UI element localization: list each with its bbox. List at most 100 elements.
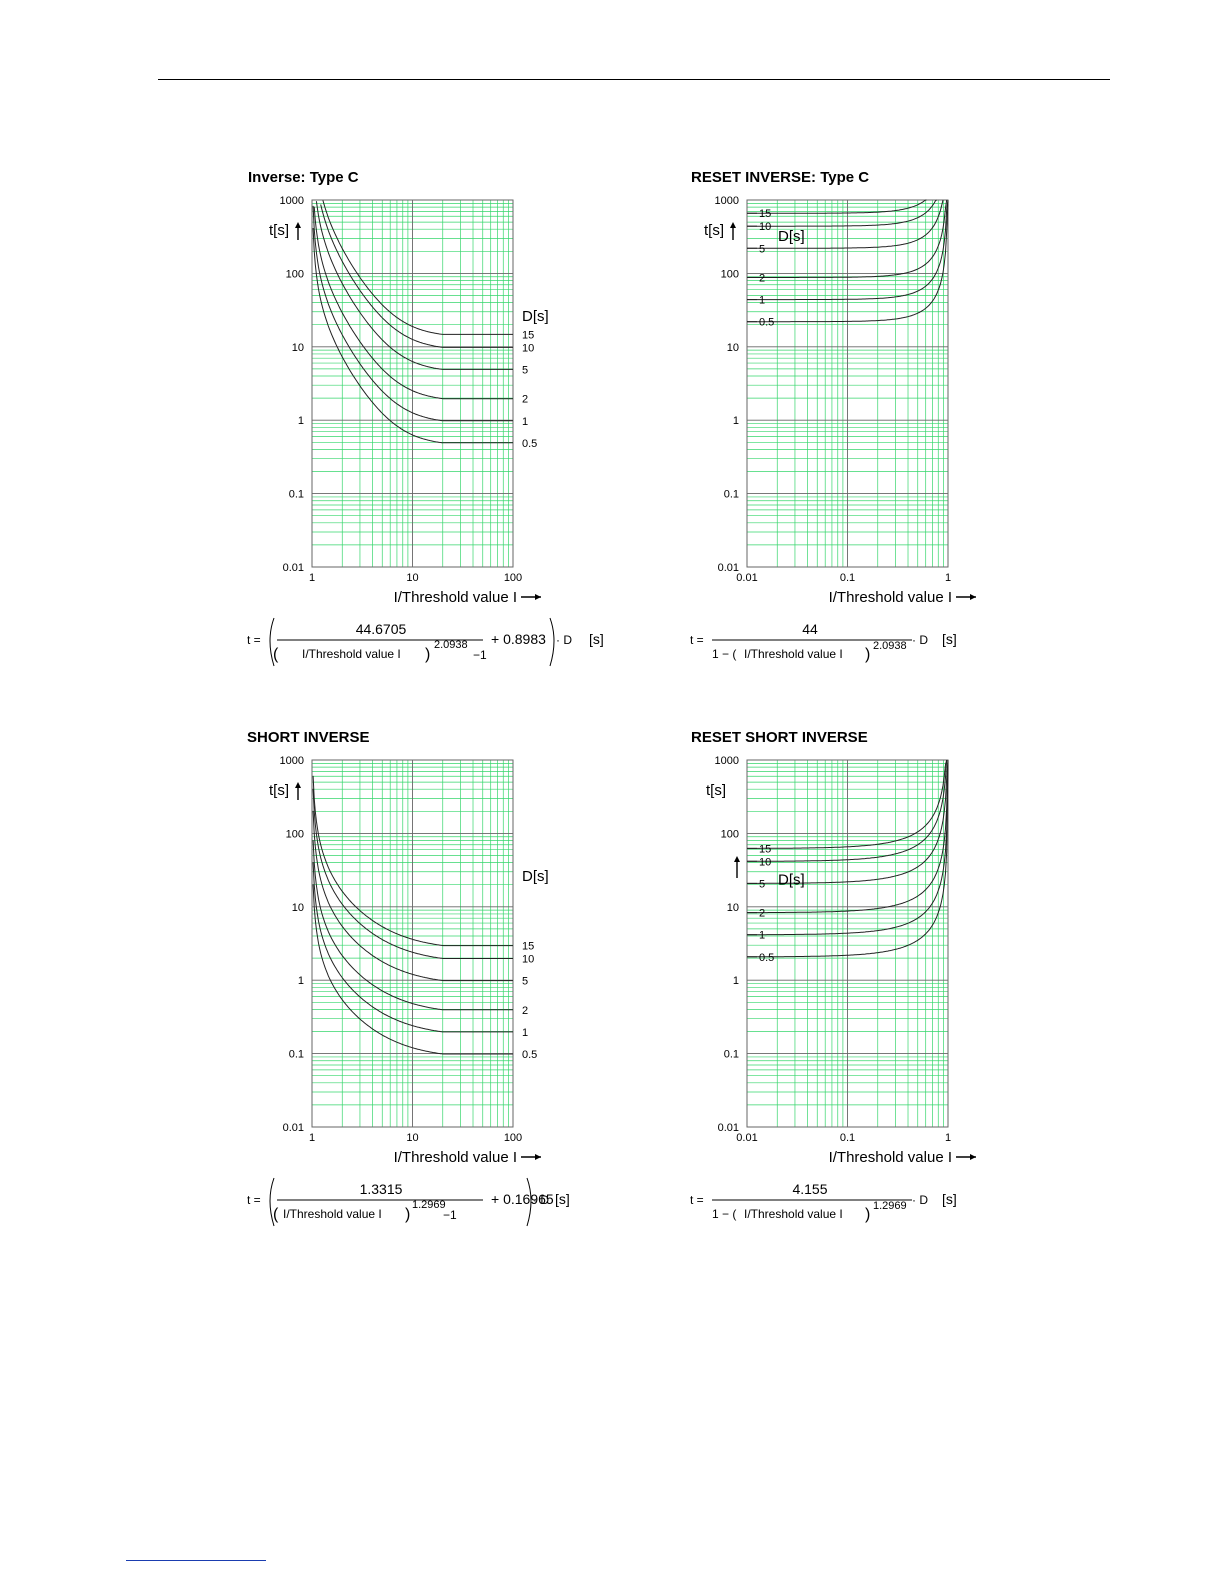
x-tick-label: 1 xyxy=(945,572,951,584)
series-label-D15: 15 xyxy=(522,329,534,341)
d-label: D[s] xyxy=(522,868,549,885)
formula-open: ( xyxy=(273,1206,279,1223)
y-axis-arrowhead xyxy=(295,222,301,228)
series-label-D2: 2 xyxy=(522,394,528,406)
x-axis-arrowhead xyxy=(535,1154,541,1160)
series-label-D10: 10 xyxy=(522,953,534,965)
formula-close: ) xyxy=(405,1206,410,1223)
y-tick-label: 10 xyxy=(292,902,304,914)
plot-frame xyxy=(311,199,514,568)
formula-base: I/Threshold value I xyxy=(302,647,401,661)
series-line-D10 xyxy=(320,204,513,348)
formula: t = 1.3315 (I/Threshold value I)1.2969−1 + … xyxy=(247,1177,570,1227)
formula-dot: · D xyxy=(533,1193,549,1207)
chart-short-inverse: 1000 100 10 1 0.1 0.01 1 10 100 I/Threshold value… xyxy=(247,755,570,1227)
series-label-D5: 5 xyxy=(522,976,528,988)
series-line-D10 xyxy=(312,788,513,959)
x-tick-label: 1 xyxy=(309,572,315,584)
formula-open: ( xyxy=(273,646,279,663)
x-tick-label: 10 xyxy=(406,572,418,584)
x-axis-arrowhead xyxy=(535,594,541,600)
series-label-D10: 10 xyxy=(759,221,771,233)
formula-exponent: 1.2969 xyxy=(873,1200,907,1212)
chart-title: RESET INVERSE: Type C xyxy=(691,169,870,186)
formula-paren-left xyxy=(269,1177,275,1227)
formula-lhs: t = xyxy=(690,1193,704,1207)
formula-dot: · D xyxy=(912,633,928,647)
formula-paren-left xyxy=(269,617,275,667)
formula-one-minus: 1 − ( xyxy=(712,1207,736,1221)
header-rule xyxy=(158,79,1110,80)
x-tick-label: 0.01 xyxy=(736,1132,757,1144)
x-tick-label: 1 xyxy=(309,1132,315,1144)
y-tick-label: 1 xyxy=(298,975,304,987)
y-tick-label: 1000 xyxy=(715,195,739,207)
series-label-D15: 15 xyxy=(759,843,771,855)
series-label-D2: 2 xyxy=(759,272,765,284)
formula-numerator: 44 xyxy=(802,621,818,637)
series-label-D5: 5 xyxy=(759,878,765,890)
y-tick-label: 1 xyxy=(298,415,304,427)
series-line-D2 xyxy=(312,840,513,1011)
formula-base: I/Threshold value I xyxy=(283,1207,382,1221)
y-tick-label: 10 xyxy=(727,902,739,914)
formula-base: I/Threshold value I xyxy=(744,647,843,661)
y-axis-arrowhead xyxy=(730,222,736,228)
formula-plus: + 0.16965 xyxy=(491,1191,554,1207)
series-label-D10: 10 xyxy=(759,856,771,868)
y-tick-label: 0.01 xyxy=(283,562,304,574)
grid xyxy=(311,199,514,568)
formula-paren-right xyxy=(549,617,555,667)
y-tick-label: 1000 xyxy=(715,755,739,767)
chart-reset-inverse-type-c: 1000 100 10 1 0.1 0.010.01 0.1 1 I/Threshold val… xyxy=(690,195,976,663)
y-axis-label: t[s] xyxy=(706,782,726,799)
series-label-D0.5: 0.5 xyxy=(759,317,774,329)
y-axis-label: t[s] xyxy=(269,222,289,239)
formula-lhs: t = xyxy=(690,633,704,647)
y-tick-label: 0.01 xyxy=(718,562,739,574)
formula-unit: [s] xyxy=(942,1191,957,1207)
series-label-D2: 2 xyxy=(522,1005,528,1017)
x-tick-label: 10 xyxy=(406,1132,418,1144)
formula-exponent: 2.0938 xyxy=(434,639,468,651)
series-label-D10: 10 xyxy=(522,342,534,354)
grid xyxy=(746,199,949,568)
formula-minus: −1 xyxy=(473,648,487,662)
series-label-D0.5: 0.5 xyxy=(522,438,537,450)
formula-base: I/Threshold value I xyxy=(744,1207,843,1221)
series-line-D10 xyxy=(747,199,937,227)
series-line-D1 xyxy=(747,759,949,936)
series-label-D1: 1 xyxy=(522,416,528,428)
series-label-D0.5: 0.5 xyxy=(522,1049,537,1061)
x-tick-label: 0.01 xyxy=(736,572,757,584)
formula: t = 44 1 − (I/Threshold value I) 2.0938 · D [… xyxy=(690,621,957,663)
series-label-D2: 2 xyxy=(759,908,765,920)
y-tick-label: 10 xyxy=(292,342,304,354)
series-line-D2 xyxy=(313,206,513,400)
grid xyxy=(746,759,949,1128)
formula-plus: + 0.8983 xyxy=(491,631,546,647)
series-line-D0.5 xyxy=(312,227,513,444)
plot-frame xyxy=(746,199,949,568)
y-axis-arrowhead xyxy=(295,782,301,788)
series-line-D0.5 xyxy=(747,759,949,958)
y-tick-label: 100 xyxy=(286,268,304,280)
y-axis-arrowhead xyxy=(734,856,740,862)
series-line-D1 xyxy=(312,205,513,422)
y-tick-label: 0.1 xyxy=(289,1049,304,1061)
series-line-D5 xyxy=(747,759,949,884)
chart-title: RESET SHORT INVERSE xyxy=(691,729,868,746)
y-tick-label: 1 xyxy=(733,415,739,427)
x-tick-label: 0.1 xyxy=(840,572,855,584)
formula-dot: · D xyxy=(556,633,572,647)
y-tick-label: 100 xyxy=(286,828,304,840)
series-label-D5: 5 xyxy=(759,243,765,255)
formula: t = 4.155 1 − (I/Threshold value I) 1.2969 ·… xyxy=(690,1181,957,1223)
d-label: D[s] xyxy=(778,228,805,245)
y-tick-label: 0.1 xyxy=(724,1049,739,1061)
formula-lhs: t = xyxy=(247,1193,261,1207)
formula-one-minus: 1 − ( xyxy=(712,647,736,661)
d-label: D[s] xyxy=(778,872,805,889)
plot-frame xyxy=(746,759,949,1128)
